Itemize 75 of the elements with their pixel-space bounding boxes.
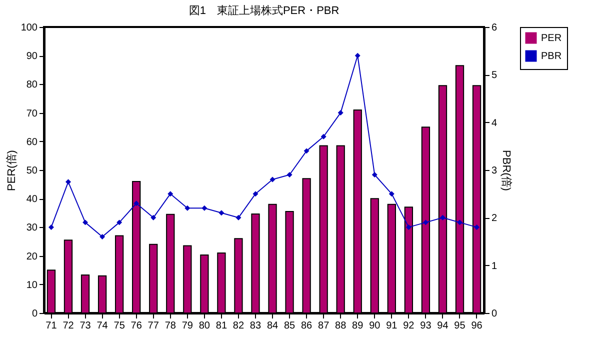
x-tick-label: 92 (403, 320, 415, 332)
y-axis-title: PER(倍) (4, 150, 18, 191)
point (457, 220, 462, 226)
point (286, 172, 292, 178)
y2-tick-label: 6 (492, 22, 498, 34)
point (184, 205, 190, 211)
x-tick-label: 82 (232, 320, 244, 332)
x-tick-label: 86 (300, 320, 313, 332)
y-tick-label: 10 (26, 280, 38, 291)
point (388, 191, 394, 197)
x-tick-label: 95 (454, 320, 466, 332)
point (150, 214, 156, 220)
y-tick-label: 60 (26, 136, 38, 148)
y-tick-label: 70 (26, 108, 38, 120)
point (100, 234, 106, 240)
point (440, 214, 446, 220)
x-tick-label: 72 (62, 320, 74, 332)
x-tick-label: 79 (182, 320, 194, 332)
x-tick-label: 78 (164, 320, 176, 332)
x-tick-label: 85 (284, 320, 296, 332)
legend-label: PER (541, 33, 562, 44)
point (304, 148, 310, 154)
x-tick-label: 74 (96, 320, 108, 332)
point (116, 220, 122, 226)
point (372, 172, 378, 178)
x-tick-label: 87 (318, 320, 330, 332)
y-tick-label: 0 (32, 308, 38, 320)
point (270, 176, 276, 182)
y-tick-label: 50 (26, 166, 38, 176)
point (422, 220, 428, 226)
point (48, 224, 54, 230)
point (354, 52, 360, 58)
x-tick-label: 89 (352, 320, 364, 332)
point (82, 220, 88, 226)
y-tick-label: 20 (26, 251, 38, 262)
y2-axis-title: PBR(倍) (500, 150, 514, 191)
x-tick-label: 71 (46, 320, 58, 332)
chart-title: 図1 東証上場株式PER・PBR (188, 4, 340, 17)
point (168, 191, 174, 197)
point (236, 214, 242, 220)
y-tick-label: 40 (26, 194, 38, 206)
y2-tick-label: 4 (492, 118, 498, 129)
y-tick-label: 100 (20, 22, 38, 34)
x-tick-label: 80 (198, 320, 210, 332)
point (338, 110, 344, 116)
x-tick-label: 77 (148, 320, 160, 332)
x-tick-label: 96 (471, 320, 483, 332)
x-tick-label: 75 (114, 320, 126, 332)
x-tick-label: 84 (266, 320, 279, 332)
point (474, 224, 480, 230)
x-tick-label: 88 (335, 320, 347, 332)
x-tick-label: 83 (250, 320, 262, 332)
y2-tick-label: 3 (492, 166, 498, 176)
y2-tick-label: 5 (492, 70, 498, 82)
x-tick-label: 73 (80, 320, 92, 332)
x-tick-label: 76 (130, 320, 142, 332)
y2-tick-label: 1 (492, 260, 498, 272)
y-tick-label: 80 (26, 80, 38, 91)
y2-tick-label: 2 (492, 213, 498, 224)
x-tick-label: 93 (420, 320, 432, 332)
x-tick-label: 91 (386, 320, 398, 332)
y-tick-label: 90 (26, 51, 38, 62)
x-tick-label: 81 (216, 320, 228, 332)
y-tick-label: 30 (26, 222, 38, 234)
point (406, 224, 412, 230)
x-tick-label: 90 (369, 320, 381, 332)
point (66, 179, 71, 185)
point (218, 210, 224, 216)
point (252, 191, 258, 197)
y2-tick-label: 0 (492, 308, 498, 320)
point (202, 205, 208, 211)
legend-label: PBR (541, 51, 562, 62)
x-tick-label: 94 (437, 320, 449, 332)
point (320, 134, 326, 140)
point (134, 200, 140, 206)
